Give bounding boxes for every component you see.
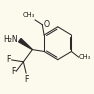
Text: H₂N: H₂N: [3, 35, 17, 44]
Text: O: O: [43, 20, 49, 29]
Text: F: F: [24, 75, 28, 84]
Text: F: F: [6, 55, 11, 64]
Text: CH₃: CH₃: [79, 54, 91, 60]
Text: F: F: [11, 67, 15, 76]
Polygon shape: [19, 39, 32, 50]
Text: CH₃: CH₃: [22, 12, 35, 18]
